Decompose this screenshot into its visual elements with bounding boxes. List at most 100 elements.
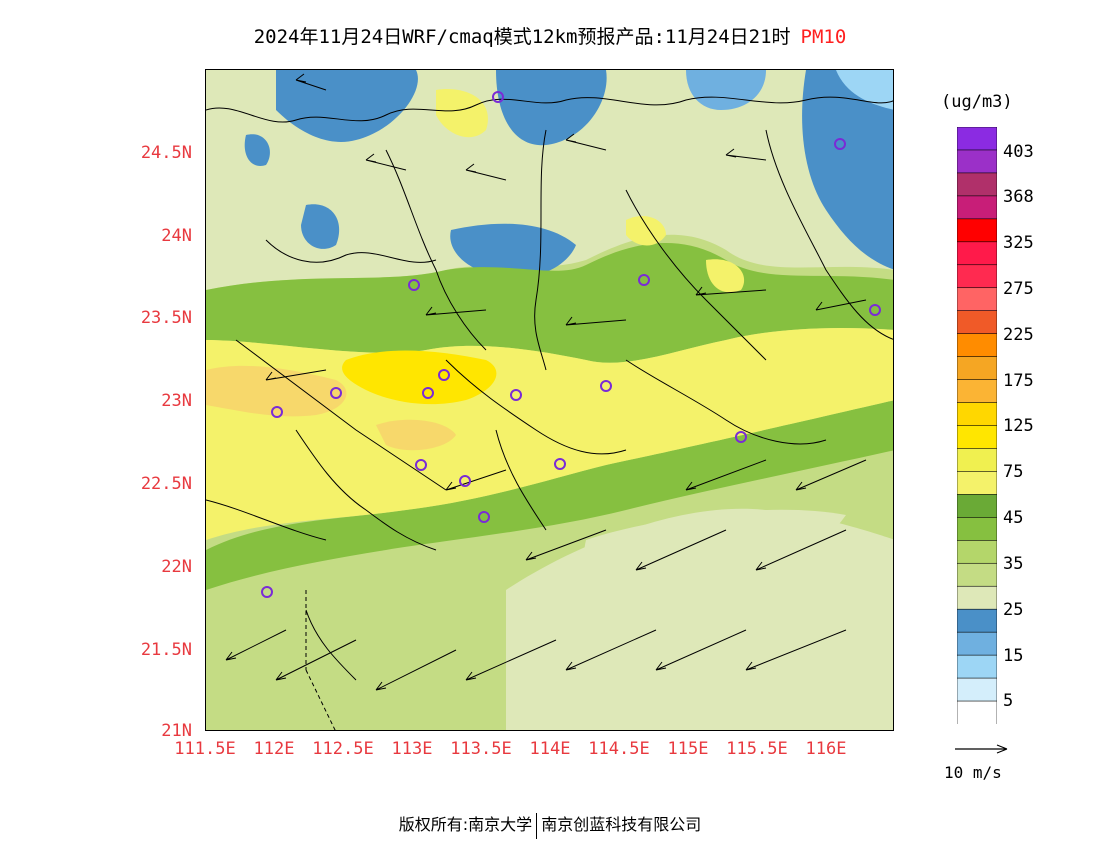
colorbar-swatch [957, 608, 997, 633]
colorbar-label: 125 [1003, 416, 1034, 436]
station-icon [510, 389, 522, 401]
colorbar-swatch [957, 356, 997, 381]
colorbar-swatch [957, 471, 997, 496]
colorbar-swatch [957, 264, 997, 289]
colorbar-swatch [957, 310, 997, 335]
colorbar-swatch [957, 425, 997, 450]
copyright-footer: 版权所有:南京大学 南京创蓝科技有限公司 [0, 811, 1100, 839]
map-canvas [206, 70, 893, 730]
colorbar-swatch [957, 631, 997, 656]
blue-cluster-west [301, 204, 340, 249]
colorbar-swatch [957, 287, 997, 312]
colorbar-swatch [957, 494, 997, 519]
monitoring-stations [261, 91, 881, 598]
y-tick-label: 21N [161, 721, 192, 741]
y-tick-label: 21.5N [140, 640, 192, 660]
colorbar-label: 15 [1003, 646, 1024, 666]
x-tick-label: 112E [253, 739, 295, 759]
high-pm10-core [342, 350, 497, 405]
station-icon [459, 475, 471, 487]
station-icon [638, 274, 650, 286]
colorbar-swatch [957, 677, 997, 702]
colorbar-label: 5 [1003, 691, 1014, 711]
station-icon [438, 369, 450, 381]
pm10-concentration-map [205, 69, 894, 731]
y-tick-label: 24N [161, 226, 192, 246]
colorbar-swatch [957, 333, 997, 358]
station-icon [261, 586, 273, 598]
wind-legend-arrow-icon [955, 744, 1008, 754]
colorbar-swatch [957, 448, 997, 473]
colorbar-swatch [957, 700, 997, 724]
y-tick-label: 22N [161, 557, 192, 577]
blue-cluster-nw [244, 134, 270, 166]
colorbar-label: 175 [1003, 371, 1034, 391]
colorbar [957, 127, 997, 724]
colorbar-swatch [957, 195, 997, 220]
x-tick-label: 114.5E [588, 739, 650, 759]
x-tick-label: 113.5E [450, 739, 512, 759]
yellow-spot-ne [706, 259, 745, 293]
sea-boundary-dashed [305, 590, 336, 730]
station-icon [408, 279, 420, 291]
yellow-spot-north [626, 215, 666, 246]
station-icon [735, 431, 747, 443]
sea-pale-blob [584, 509, 846, 630]
y-tick-label: 22.5N [140, 474, 192, 494]
wind-legend-label: 10 m/s [944, 763, 1002, 782]
boundary-lines [206, 96, 893, 681]
colorbar-swatch [957, 540, 997, 565]
colorbar-swatch [957, 218, 997, 243]
blue-cluster-north-2 [496, 70, 607, 146]
colorbar-swatch [957, 562, 997, 588]
colorbar-swatch [957, 517, 997, 542]
colorbar-label: 35 [1003, 554, 1024, 574]
colorbar-swatch [957, 585, 997, 610]
station-icon [869, 304, 881, 316]
colorbar-label: 75 [1003, 462, 1024, 482]
orange-patch-south [376, 419, 456, 451]
y-tick-label: 23N [161, 391, 192, 411]
colorbar-swatch [957, 379, 997, 404]
colorbar-label: 325 [1003, 233, 1034, 253]
green-belt-coast [206, 400, 893, 590]
colorbar-swatch [957, 127, 997, 151]
blue-cluster-ne [802, 70, 893, 270]
y-tick-label: 24.5N [140, 143, 192, 163]
chart-title: 2024年11月24日WRF/cmaq模式12km预报产品:11月24日21时 P… [0, 22, 1100, 49]
station-icon [492, 91, 504, 103]
y-tick-label: 23.5N [140, 308, 192, 328]
x-tick-label: 115E [667, 739, 709, 759]
copyright-right: 南京创蓝科技有限公司 [541, 815, 702, 834]
colorbar-label: 225 [1003, 325, 1034, 345]
station-icon [271, 406, 283, 418]
x-tick-label: 116E [805, 739, 847, 759]
x-tick-label: 112.5E [312, 739, 374, 759]
wind-arrows [225, 73, 867, 691]
title-pollutant: PM10 [800, 26, 847, 48]
blue-cluster-center [450, 223, 576, 279]
station-icon [478, 511, 490, 523]
south-west-sea [206, 622, 436, 730]
colorbar-unit: (ug/m3) [941, 92, 1013, 112]
title-main: 2024年11月24日WRF/cmaq模式12km预报产品:11月24日21时 [253, 26, 791, 48]
colorbar-label: 403 [1003, 142, 1034, 162]
copyright-left: 版权所有:南京大学 [398, 815, 533, 834]
station-icon [600, 380, 612, 392]
lightblue-cluster-ne [836, 70, 893, 110]
x-tick-label: 111.5E [174, 739, 236, 759]
station-icon [554, 458, 566, 470]
colorbar-label: 368 [1003, 187, 1034, 207]
yellow-spot-n [436, 89, 488, 138]
x-tick-label: 115.5E [726, 739, 788, 759]
colorbar-label: 275 [1003, 279, 1034, 299]
x-tick-label: 113E [391, 739, 433, 759]
copyright-separator [536, 812, 538, 839]
colorbar-swatch [957, 654, 997, 679]
station-icon [330, 387, 342, 399]
station-icon [422, 387, 434, 399]
station-icon [834, 138, 846, 150]
colorbar-label: 45 [1003, 508, 1024, 528]
colorbar-swatch [957, 241, 997, 266]
x-tick-label: 114E [529, 739, 571, 759]
